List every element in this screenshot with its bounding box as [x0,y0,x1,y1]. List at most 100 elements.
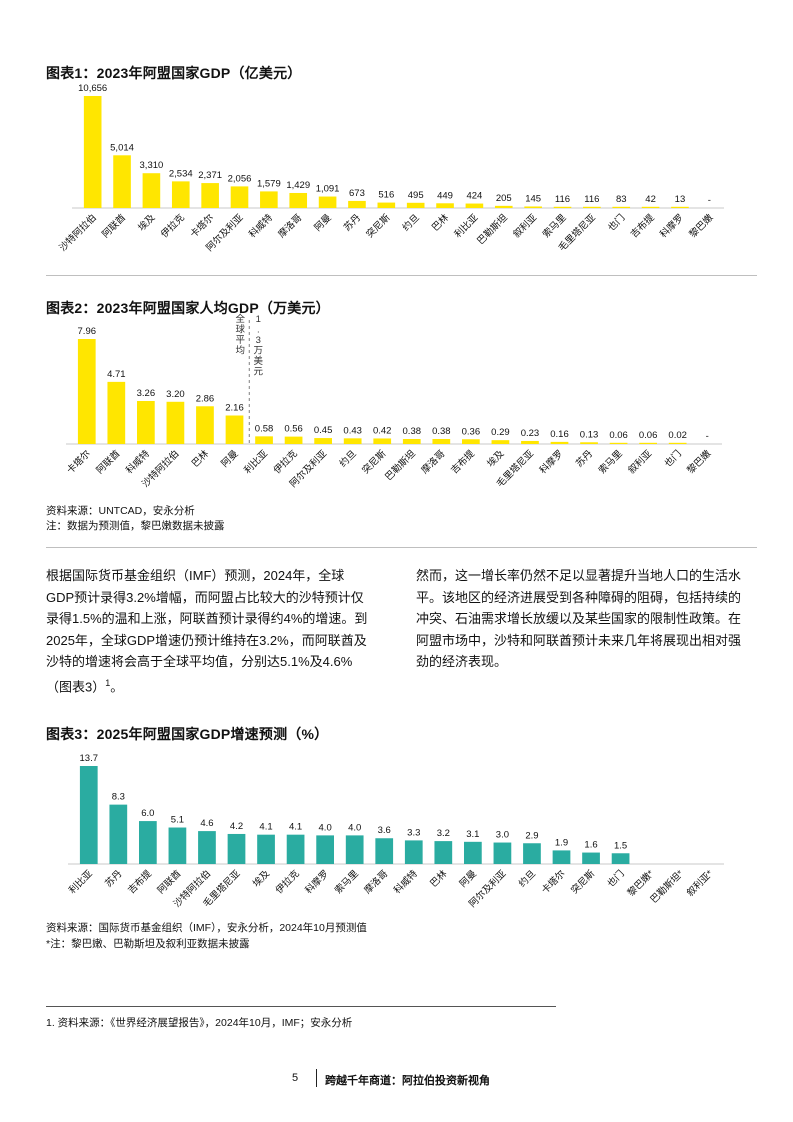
chart2-value-label-12: 0.38 [432,426,451,437]
footer-separator [316,1069,317,1087]
chart3-bar-9 [345,835,364,864]
chart2-category-label-6: 利比亚 [242,447,271,476]
chart3-bar-11 [404,840,423,864]
chart3-bar-6 [257,834,275,864]
chart3-category-label-0: 利比亚 [66,867,95,896]
chart1-category-label-14: 巴勒斯坦 [475,211,511,247]
divider-1 [46,275,757,276]
chart1-category-label-3: 伊拉克 [158,211,187,240]
chart1-bar-7 [289,192,308,208]
chart2-bar-16 [550,441,569,444]
chart1-bar-13 [465,203,484,208]
chart1-category-label-21: 黎巴嫩 [687,211,716,240]
chart3-bar-17 [582,852,600,864]
chart3-category-label-8: 科摩罗 [303,868,332,897]
chart2-category-label-20: 也门 [662,448,684,470]
chart2-bar-11 [402,438,421,444]
chart3-value-label-11: 3.3 [407,827,420,838]
chart1-value-label-14: 205 [496,193,512,204]
chart1-bar-3 [171,181,190,208]
chart2-category-label-5: 阿曼 [219,448,241,470]
chart1-value-label-10: 516 [378,190,394,201]
chart2-category-label-12: 摩洛哥 [419,448,448,477]
chart1-category-label-20: 科摩罗 [657,212,686,241]
chart2-bar-8 [314,438,332,444]
chart2-value-label-0: 7.96 [78,326,97,337]
body-right-paragraph: 然而，这一增长率仍然不足以显著提升当地人口的生活水平。该地区的经济进展受到各种障… [416,568,742,669]
footnote-rule [46,1006,556,1007]
chart1-bar-2 [142,173,161,208]
chart1-bar-16 [553,206,572,208]
chart2-bar-19 [639,442,657,444]
chart2-bar-6 [255,436,273,444]
chart2-bar-20 [668,442,687,444]
chart1-bar-18 [612,206,631,208]
chart2-value-label-13: 0.36 [462,426,481,437]
chart2-bar-13 [462,439,480,444]
chart1-bar-19 [641,206,660,208]
chart3-value-label-12: 3.2 [437,828,450,839]
chart3-bar-10 [375,838,394,864]
chart2-category-label-14: 埃及 [485,447,507,469]
chart1-bar-10 [377,202,396,208]
chart1-bar-17 [583,206,601,208]
chart1-bar-5 [230,186,249,208]
chart2-value-label-15: 0.23 [521,428,540,439]
chart3-value-label-15: 2.9 [525,830,538,841]
chart2-category-label-10: 突尼斯 [360,447,389,476]
chart1-value-label-7: 1,429 [286,180,310,191]
chart3-category-label-3: 阿联酋 [155,868,184,897]
chart2-category-label-11: 巴勒斯坦 [383,447,419,483]
chart1-category-label-2: 埃及 [136,211,158,233]
document-name: 跨越千年商道：阿拉伯投资新视角 [325,1075,490,1087]
chart3-value-label-2: 6.0 [141,808,154,819]
chart1-value-label-3: 2,534 [169,168,193,179]
chart1-bar-14 [494,205,513,208]
chart3-bar-7 [286,834,305,864]
chart1-gdp: 10,656 沙特阿拉伯 5,014 阿联酋 3,310 埃及 2,534 伊拉克 2,371 卡… [57,83,724,254]
chart3-bar-3 [168,827,187,864]
chart3-bar-4 [198,831,216,864]
chart3-category-label-18: 也门 [605,868,627,890]
chart1-category-label-8: 阿曼 [312,212,334,234]
chart2-value-label-18: 0.06 [609,430,628,441]
chart2-value-label-8: 0.45 [314,425,333,436]
chart3-value-label-5: 4.2 [230,821,243,832]
chart1-value-label-4: 2,371 [198,170,222,181]
chart2-value-label-6: 0.58 [255,423,274,434]
chart1-category-label-0: 沙特阿拉伯 [57,212,99,254]
chart2-bar-12 [432,438,451,444]
chart3-value-label-6: 4.1 [259,822,272,833]
chart3-category-label-16: 卡塔尔 [539,867,568,896]
chart1-bar-1 [113,155,131,208]
chart3-category-label-15: 约旦 [516,868,538,890]
chart3-category-label-20: 巴勒斯坦* [648,867,686,905]
chart2-bar-10 [373,438,392,444]
chart3-source: 资料来源：国际货币基金组织（IMF），安永分析，2024年10月预测值 [46,922,367,934]
chart2-category-label-2: 科威特 [123,447,152,476]
chart2-gdp-per-capita: 7.96卡塔尔4.71阿联酋3.26科威特3.20沙特阿拉伯2.86巴林2.16… [64,313,722,490]
chart2-value-label-1: 4.71 [107,369,126,380]
chart2-value-label-2: 3.26 [137,388,156,399]
chart3-category-label-1: 苏丹 [103,868,125,890]
chart2-bar-2 [137,400,155,444]
chart3-bar-5 [227,833,246,864]
chart3-category-label-2: 吉布提 [125,867,154,896]
chart1-value-label-21: - [708,195,711,206]
chart2-bar-9 [343,438,362,444]
chart3-bar-12 [434,841,453,864]
chart2-bar-15 [521,440,539,444]
chart2-value-label-3: 3.20 [166,389,185,400]
chart1-category-label-9: 苏丹 [341,212,363,234]
chart3-value-label-4: 4.6 [200,818,213,829]
chart1-category-label-15: 叙利亚 [511,211,540,240]
chart2-value-label-4: 2.86 [196,393,215,404]
chart2-category-label-1: 阿联酋 [94,448,123,477]
chart1-bar-15 [524,206,542,208]
chart2-bar-14 [491,440,510,444]
chart3-category-label-9: 索马里 [332,868,361,897]
body-left-text: 根据国际货币基金组织（IMF）预测，2024年，全球GDP预计录得3.2%增幅，… [46,568,368,694]
chart3-bar-1 [109,804,128,864]
chart1-value-label-2: 3,310 [140,160,164,171]
chart3-category-label-12: 巴林 [428,867,450,889]
